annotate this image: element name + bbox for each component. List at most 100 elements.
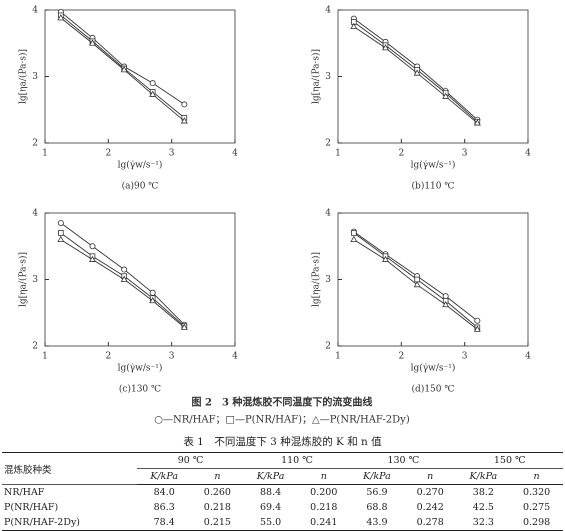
row-header: 混炼胶种类: [2, 452, 138, 485]
cell: 0.241: [310, 517, 338, 528]
cell: 55.0: [260, 517, 282, 528]
figure: 图 2 3 种混炼胶不同温度下的流变曲线 ○—NR/HAF；□—P(NR/HAF…: [18, 6, 532, 426]
marker: [382, 44, 389, 51]
marker: [58, 230, 64, 236]
x-axis-label: lg(γ̇w/s⁻¹): [411, 363, 456, 374]
x-tick-label: 2: [105, 149, 111, 159]
y-tick-label: 2: [325, 342, 331, 352]
figure-legend: ○—NR/HAF；□—P(NR/HAF)；△—P(NR/HAF-2Dy): [154, 415, 410, 426]
x-tick-label: 1: [42, 352, 48, 362]
cell: 78.4: [153, 517, 175, 528]
table-row: P(NR/HAF) 86.3 0.218 69.4 0.218 68.8 0.242 42.5…: [2, 500, 563, 515]
marker: [413, 69, 421, 76]
column-header: n: [510, 468, 563, 485]
marker: [473, 325, 481, 332]
cell: 0.242: [416, 502, 444, 513]
cell: 84.0: [153, 487, 175, 498]
marker: [121, 266, 128, 273]
x-tick-label: 3: [462, 149, 468, 159]
marker: [181, 101, 188, 108]
marker: [149, 80, 156, 87]
y-tick-label: 3: [325, 72, 331, 82]
subtitle: (c)130 ℃: [119, 384, 161, 395]
x-tick-label: 3: [169, 149, 175, 159]
x-axis-label: lg(γ̇w/s⁻¹): [118, 160, 163, 171]
cell: 68.8: [366, 502, 388, 513]
cell: 32.3: [472, 517, 494, 528]
x-tick-label: 3: [462, 352, 468, 362]
row-label: P(NR/HAF): [4, 502, 59, 513]
cell: 0.215: [203, 517, 231, 528]
cell: 86.3: [153, 502, 175, 513]
column-header: K/kPa: [243, 468, 298, 485]
cell: 0.320: [522, 487, 551, 498]
table-title: 表 1 不同温度下 3 种混炼胶的 K 和 n 值: [183, 436, 382, 448]
x-tick-label: 1: [335, 149, 341, 159]
y-tick-label: 4: [325, 6, 331, 16]
marker: [180, 323, 188, 330]
cell: 88.4: [260, 487, 282, 498]
y-axis-label: lg[ηa/(Pa·s)]: [311, 49, 322, 104]
marker: [473, 119, 481, 126]
figure-caption: 图 2 3 种混炼胶不同温度下的流变曲线: [192, 396, 373, 409]
marker: [57, 219, 64, 226]
subtitle: (d)150 ℃: [412, 384, 455, 395]
marker: [57, 14, 65, 21]
y-tick-label: 2: [32, 139, 38, 149]
fit-line: [60, 11, 185, 105]
y-axis-label: lg[ηa/(Pa·s)]: [311, 252, 322, 307]
cell: 0.298: [522, 517, 551, 528]
marker: [89, 39, 96, 46]
plot-frame: [44, 212, 236, 347]
marker: [149, 90, 157, 97]
row-label: NR/HAF: [4, 487, 45, 498]
group-header: 110 ℃: [243, 452, 351, 469]
cell: 0.275: [522, 502, 551, 513]
cell: 0.218: [310, 502, 338, 513]
y-axis-label: lg[ηa/(Pa·s)]: [18, 49, 29, 104]
column-header: n: [403, 468, 457, 485]
plot-frame: [44, 9, 236, 144]
table-row: P(NR/HAF-2Dy) 78.4 0.215 55.0 0.241 43.9 0.278…: [2, 515, 563, 531]
y-tick-label: 4: [32, 209, 38, 219]
marker: [89, 255, 96, 262]
y-tick-label: 3: [32, 72, 38, 82]
column-header: n: [297, 468, 351, 485]
cell: 0.260: [203, 487, 231, 498]
marker: [442, 92, 450, 99]
cell: 0.278: [416, 517, 444, 528]
y-tick-label: 2: [325, 139, 331, 149]
marker: [120, 66, 128, 73]
x-axis-label: lg(γ̇w/s⁻¹): [411, 160, 456, 171]
cell: 43.9: [366, 517, 388, 528]
cell: 56.9: [366, 487, 388, 498]
x-tick-label: 2: [105, 352, 111, 362]
marker: [149, 289, 156, 296]
x-tick-label: 4: [525, 149, 531, 159]
cell: 42.5: [472, 502, 494, 513]
y-tick-label: 3: [325, 275, 331, 285]
x-tick-label: 4: [525, 352, 531, 362]
y-tick-label: 4: [32, 6, 38, 16]
x-tick-label: 3: [169, 352, 175, 362]
column-header: K/kPa: [137, 468, 191, 485]
group-header: 130 ℃: [350, 452, 457, 469]
marker: [382, 255, 389, 262]
group-header: 150 ℃: [456, 452, 563, 469]
marker: [474, 317, 481, 324]
marker: [89, 243, 96, 250]
marker: [120, 275, 128, 282]
group-header: 90 ℃: [137, 452, 244, 469]
marker: [149, 296, 157, 304]
column-header: K/kPa: [350, 468, 404, 485]
cell: 0.200: [310, 487, 338, 498]
fit-line: [60, 239, 185, 328]
marker: [351, 230, 357, 236]
x-tick-label: 4: [232, 352, 238, 362]
subtitle: (b)110 ℃: [412, 181, 455, 192]
subtitle: (a)90 ℃: [122, 181, 159, 192]
cell: 38.2: [472, 487, 494, 498]
column-header: K/kPa: [456, 468, 511, 485]
cell: 0.270: [416, 487, 444, 498]
y-axis-label: lg[ηa/(Pa·s)]: [18, 252, 29, 307]
